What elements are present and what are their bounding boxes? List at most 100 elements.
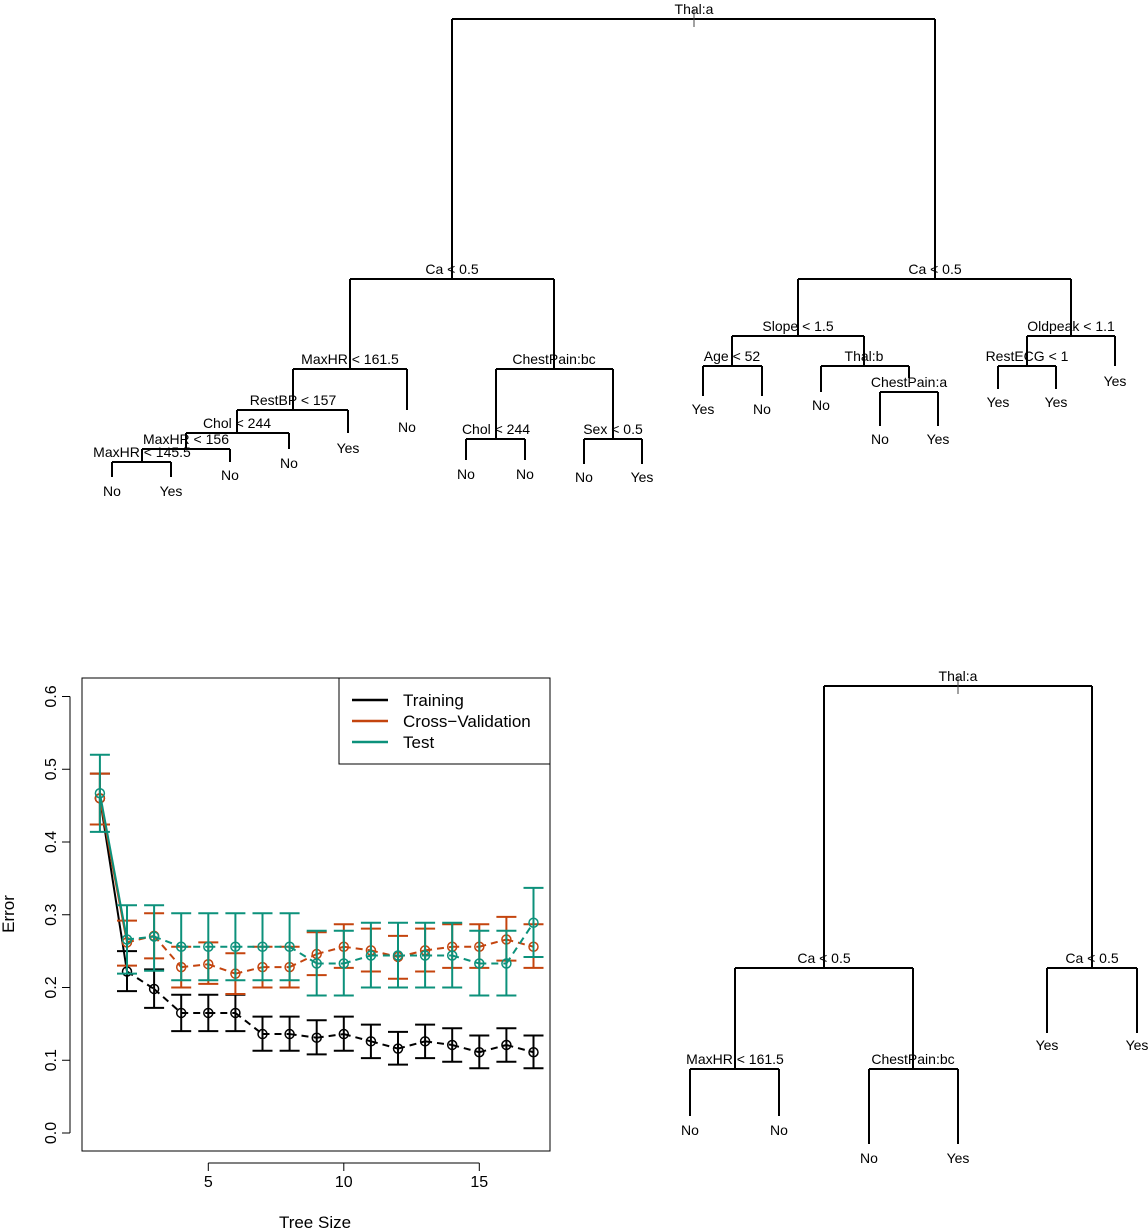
split-label: Thal:a <box>675 1 714 17</box>
split-RR: Oldpeak < 1.1 <box>1026 318 1116 366</box>
leaf-label: Yes <box>927 431 950 447</box>
error-bar <box>496 1027 517 1063</box>
leaf-label: No <box>516 466 534 482</box>
data-point <box>338 1028 350 1040</box>
data-point <box>148 983 160 995</box>
leaf-label: No <box>860 1150 878 1166</box>
split-LR: ChestPain:bc <box>495 351 614 439</box>
data-point <box>446 950 458 961</box>
split-LL: MaxHR < 161.5 <box>686 1051 784 1116</box>
data-point <box>501 958 512 969</box>
leaf-label: Yes <box>987 394 1010 410</box>
split-label: MaxHR < 156 <box>143 431 229 447</box>
error-bar <box>144 968 165 1009</box>
leaf-label: No <box>280 455 298 471</box>
split-LRL: Chol < 244 <box>462 421 530 460</box>
data-point <box>528 1046 539 1058</box>
leaf-label: Yes <box>692 401 715 417</box>
leaf-label: Yes <box>631 469 654 485</box>
leaf-label: No <box>575 469 593 485</box>
split-LLLL: Chol < 244 <box>185 415 290 449</box>
data-point <box>203 1007 214 1019</box>
split-LL: MaxHR < 161.5 <box>292 351 408 410</box>
data-point <box>419 950 431 961</box>
error-bar <box>523 886 544 958</box>
split-label: MaxHR < 145.5 <box>93 444 191 460</box>
split-label: Ca < 0.5 <box>797 950 851 966</box>
split-label: MaxHR < 161.5 <box>686 1051 784 1067</box>
plot-frame <box>81 677 551 1152</box>
full-tree: Thal:a Ca < 0.5 Ca < 0.5 MaxHR < 161.5 Chest… <box>93 1 1126 499</box>
split-label: Ca < 0.5 <box>425 261 479 277</box>
y-tick-label: 0.0 <box>43 1122 60 1144</box>
series-line-segment <box>153 988 182 1014</box>
split-LLLLL: MaxHR < 156 <box>141 431 231 462</box>
data-point <box>365 1036 377 1047</box>
y-tick-label: 0.1 <box>43 1049 60 1071</box>
split-LR: ChestPain:bc <box>868 1051 959 1144</box>
split-label: Sex < 0.5 <box>583 421 643 437</box>
split-LLL: RestBP < 157 <box>236 392 349 433</box>
leaf-label: Yes <box>947 1150 970 1166</box>
leaf-label: Yes <box>160 483 183 499</box>
data-point <box>474 1046 485 1058</box>
x-tick-label: 15 <box>470 1174 488 1191</box>
data-point <box>365 950 377 961</box>
data-point <box>230 1007 241 1019</box>
data-point <box>175 941 187 953</box>
data-point <box>311 958 322 969</box>
split-label: Ca < 0.5 <box>1065 950 1119 966</box>
split-label: Chol < 244 <box>462 421 530 437</box>
series-line-segment <box>153 935 182 968</box>
y-tick-label: 0.5 <box>43 758 60 780</box>
y-axis: 0.0 0.1 0.2 0.3 0.4 0.5 0.6 Error <box>0 685 71 1144</box>
leaf-label: No <box>681 1122 699 1138</box>
data-point <box>94 788 106 799</box>
legend-label: Training <box>403 691 464 710</box>
split-label: ChestPain:bc <box>512 351 595 367</box>
leaf-label: No <box>753 401 771 417</box>
split-label: Ca < 0.5 <box>908 261 962 277</box>
split-L: Ca < 0.5 <box>734 950 914 1069</box>
series-line-segment <box>505 922 535 965</box>
split-label: MaxHR < 161.5 <box>301 351 399 367</box>
leaf-label: Yes <box>1126 1037 1148 1053</box>
split-label: Oldpeak < 1.1 <box>1027 318 1115 334</box>
data-point <box>284 941 295 953</box>
split-R: Ca < 0.5 <box>1046 950 1138 1033</box>
leaf-label: Yes <box>1036 1037 1059 1053</box>
series-line-segment <box>289 945 318 965</box>
data-point <box>392 950 404 961</box>
split-L: Ca < 0.5 <box>349 261 555 369</box>
data-point <box>148 931 160 942</box>
leaf-label: No <box>221 467 239 483</box>
data-point <box>121 934 133 945</box>
split-label: Age < 52 <box>704 348 761 364</box>
y-tick-label: 0.6 <box>43 685 60 707</box>
split-label: Thal:a <box>939 668 978 684</box>
leaf-label: No <box>871 431 889 447</box>
split-RLR: Thal:b <box>820 348 910 392</box>
legend-label: Test <box>403 733 434 752</box>
x-axis: 5 10 15 Tree Size <box>204 1162 488 1231</box>
leaf-label: No <box>457 466 475 482</box>
split-RLRR: ChestPain:a <box>871 374 947 426</box>
leaf-label: Yes <box>337 440 360 456</box>
split-label: RestBP < 157 <box>250 392 337 408</box>
split-RLL: Age < 52 <box>702 348 763 396</box>
split-LLLLLL: MaxHR < 145.5 <box>93 444 191 477</box>
leaf-label: No <box>770 1122 788 1138</box>
split-LRR: Sex < 0.5 <box>583 421 643 464</box>
leaf-label: No <box>812 397 830 413</box>
split-label: ChestPain:bc <box>871 1051 954 1067</box>
split-label: Slope < 1.5 <box>762 318 833 334</box>
legend-label: Cross−Validation <box>403 712 531 731</box>
split-label: ChestPain:a <box>871 374 947 390</box>
pruned-tree: Thal:a Ca < 0.5 Ca < 0.5 MaxHR < 161.5 Chest… <box>681 668 1148 1166</box>
split-RL: Slope < 1.5 <box>731 318 865 366</box>
split-label: RestECG < 1 <box>986 348 1069 364</box>
series-line-segment <box>98 793 128 940</box>
x-tick-label: 10 <box>335 1174 353 1191</box>
leaf-label: Yes <box>1045 394 1068 410</box>
y-axis-label: Error <box>0 895 18 933</box>
